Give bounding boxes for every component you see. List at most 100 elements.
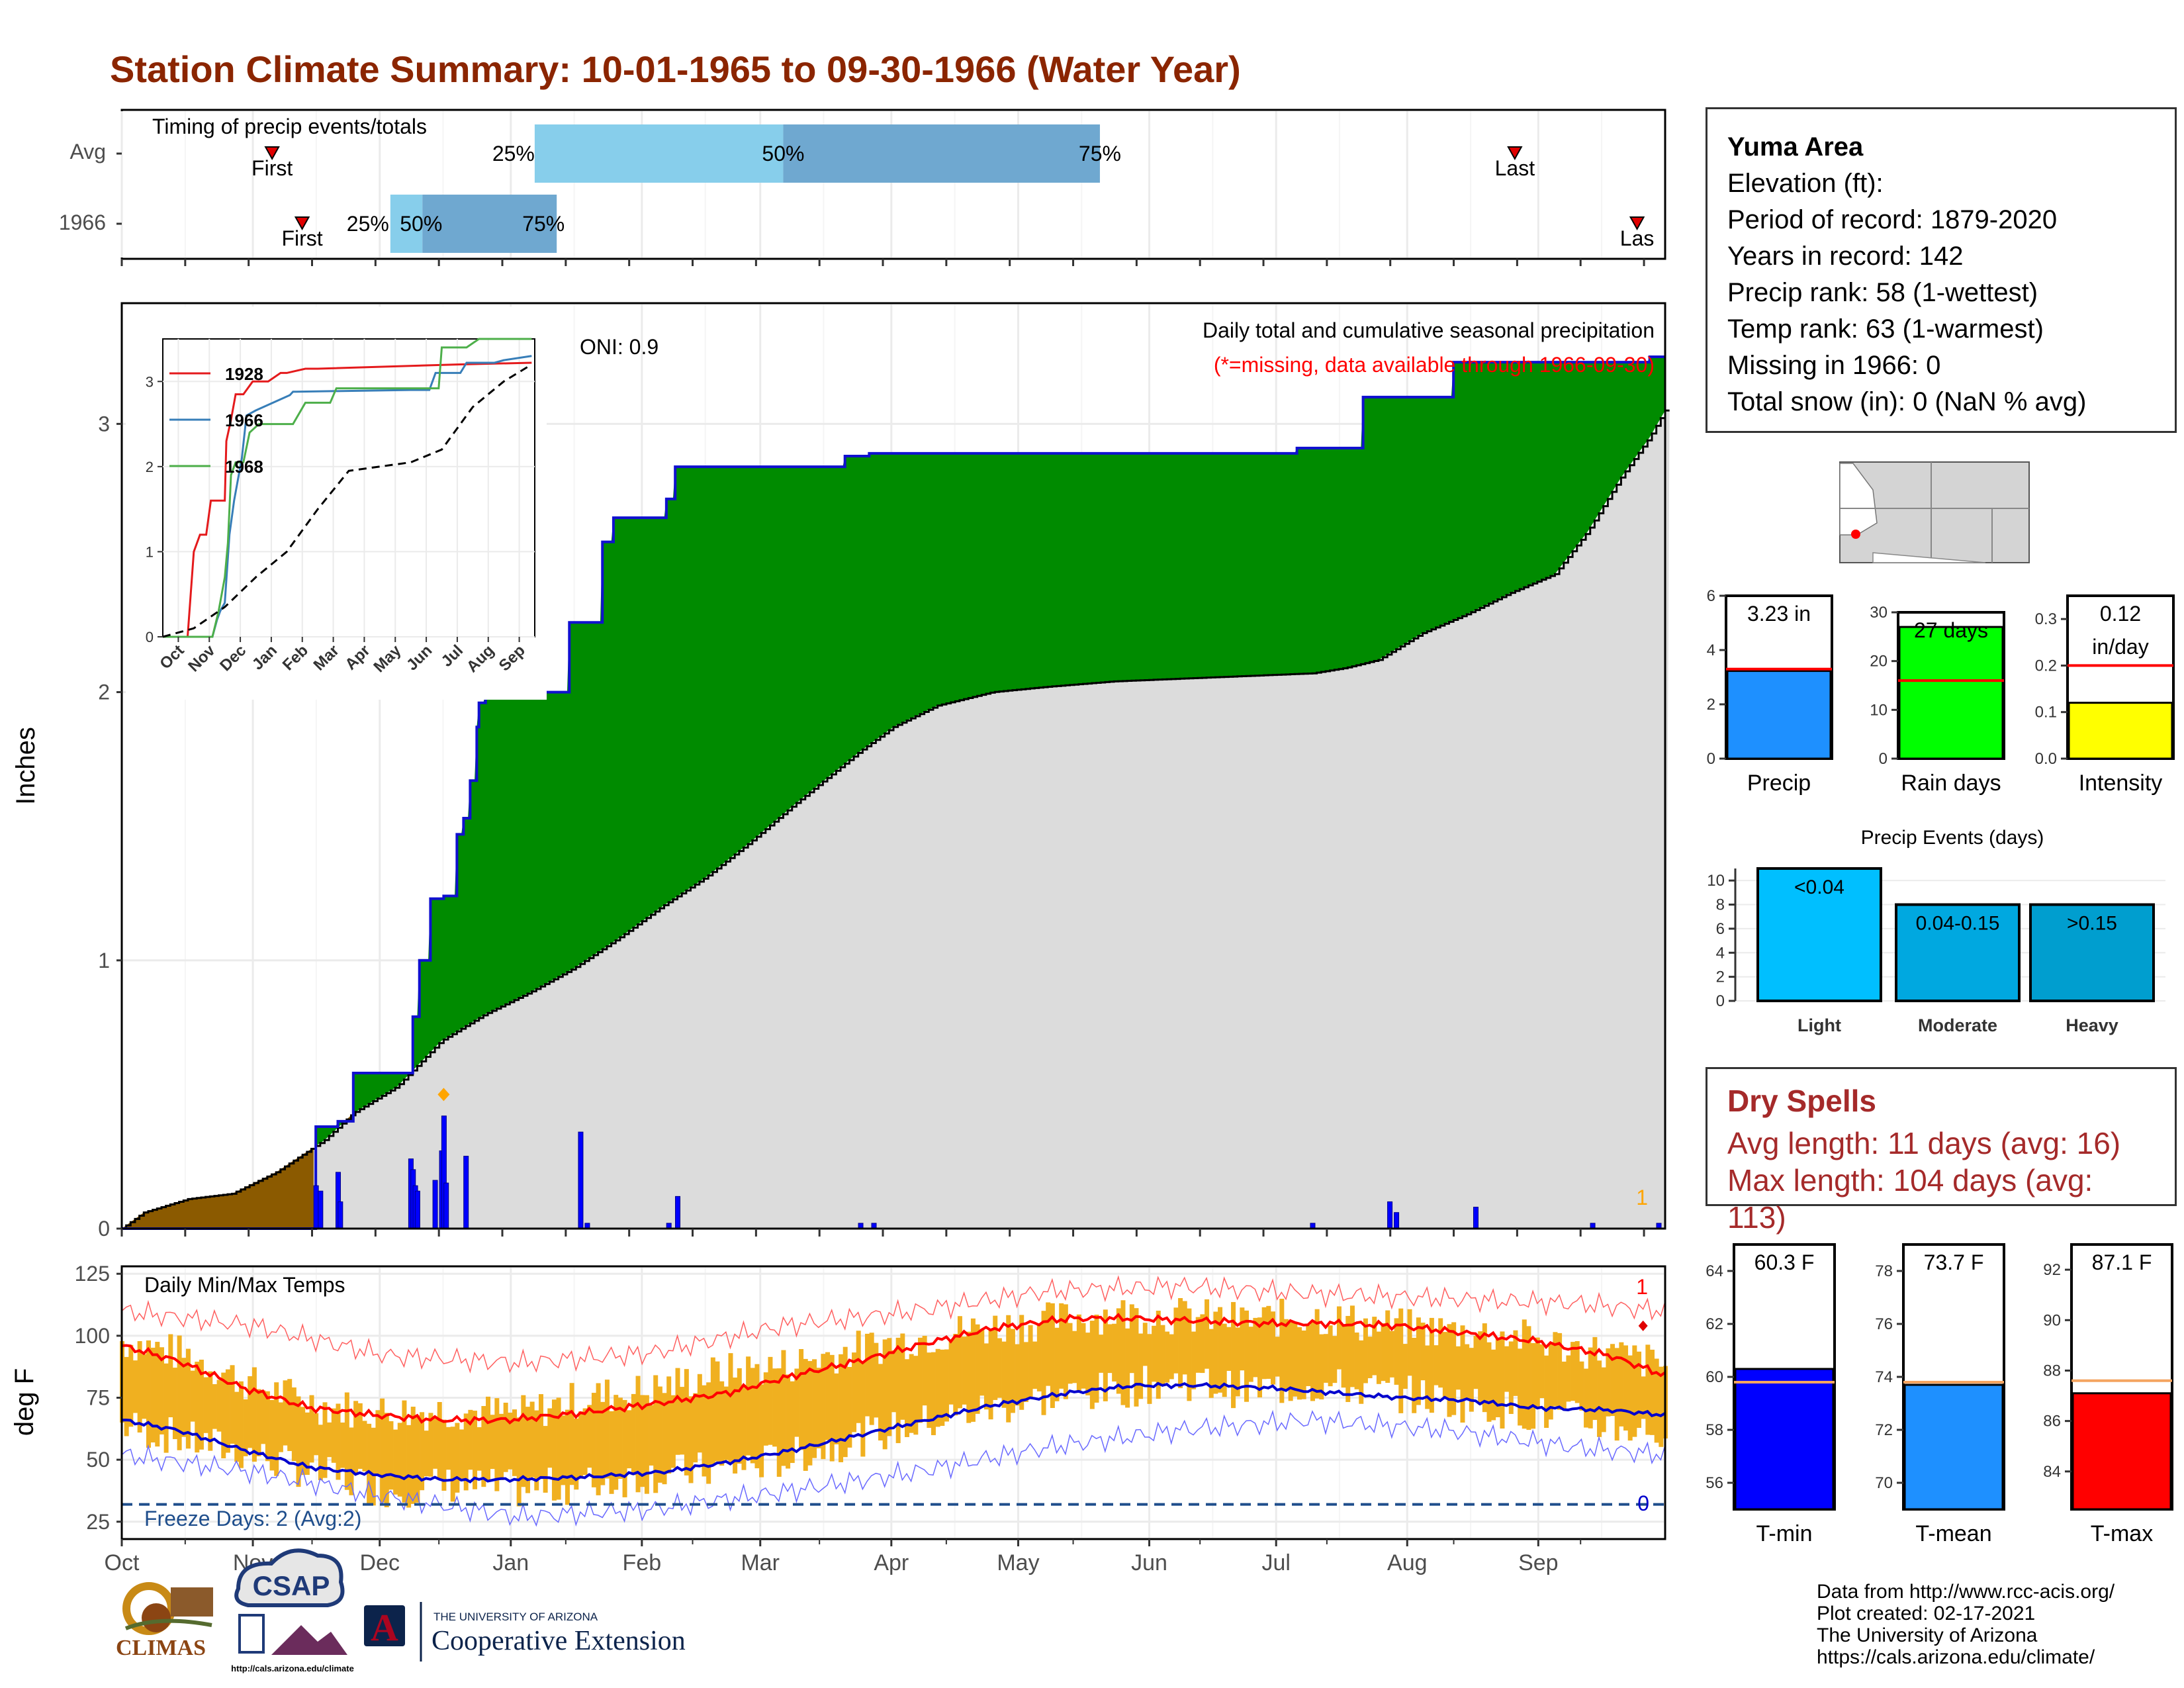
daily-temp-range-bar (821, 1354, 826, 1460)
daily-temp-range-bar (177, 1335, 182, 1450)
record-max-marker (1638, 1320, 1648, 1331)
csap-text: CSAP (253, 1570, 330, 1601)
daily-temp-range-bar (1310, 1322, 1315, 1401)
daily-temp-range-bar (614, 1395, 619, 1490)
daily-temp-range-bar (353, 1401, 359, 1475)
daily-temp-range-bar (644, 1395, 649, 1494)
credit-line: Data from http://www.rcc-acis.org/ (1817, 1581, 2115, 1603)
daily-temp-range-bar (600, 1401, 606, 1485)
temp-ytick-label: 125 (75, 1262, 110, 1286)
daily-temp-range-bar (569, 1383, 574, 1485)
timing-q50-q75-bar (422, 195, 557, 253)
daily-temp-range-bar (1579, 1361, 1584, 1411)
daily-temp-range-bar (463, 1413, 469, 1491)
inset-ytick-label: 0 (146, 629, 154, 645)
above-normal-area (412, 357, 1666, 1071)
events-title: Precip Events (days) (1861, 827, 2044, 849)
mini-ytick-label: 88 (2043, 1362, 2061, 1380)
daily-temp-range-bar (1398, 1308, 1404, 1413)
daily-temp-range-bar (1288, 1322, 1293, 1401)
mini-ytick-label: 86 (2043, 1413, 2061, 1430)
daily-temp-range-bar (388, 1421, 394, 1490)
csap-logo: CSAP http://cals.arizona.edu/climate (231, 1548, 354, 1673)
daily-temp-range-bar (494, 1398, 500, 1491)
timing-label: Timing of precip events/totals (152, 115, 427, 138)
daily-temp-range-bar (649, 1405, 654, 1466)
daily-temp-range-bar (1028, 1325, 1033, 1399)
daily-temp-range-bar (1465, 1344, 1470, 1399)
daily-temp-range-bar (1588, 1347, 1593, 1429)
map-border-area (1872, 552, 1986, 563)
inset-line-1966 (163, 355, 532, 638)
month-label: Oct (105, 1550, 140, 1575)
inset-ytick-label: 3 (146, 373, 154, 390)
daily-temp-range-bar (1504, 1346, 1510, 1392)
daily-temp-range-bar (1160, 1325, 1165, 1384)
station-elevation: Elevation (ft): (1727, 169, 1884, 198)
daily-temp-range-bar (1231, 1301, 1236, 1409)
credits: Data from http://www.rcc-acis.org/ Plot … (1817, 1581, 2115, 1668)
daily-temp-range-bar (1345, 1315, 1351, 1402)
daily-temp-range-bar (1425, 1345, 1430, 1409)
daily-temp-range-bar (1152, 1325, 1157, 1382)
daily-temp-range-bar (185, 1348, 191, 1449)
daily-temp-range-bar (900, 1333, 905, 1420)
daily-temp-range-bar (887, 1338, 892, 1436)
daily-temp-range-bar (287, 1379, 293, 1452)
mini-ytick-label: 2 (1707, 696, 1715, 714)
daily-temp-range-bar (1478, 1331, 1483, 1405)
daily-temp-range-bar (212, 1384, 217, 1429)
inset-line-avg (162, 363, 533, 638)
daily-temp-range-bar (852, 1352, 857, 1432)
daily-temp-range-bar (181, 1358, 187, 1437)
daily-temp-range-bar (895, 1337, 901, 1444)
first-event-label: First (281, 226, 322, 250)
daily-temp-range-bar (1650, 1349, 1655, 1435)
month-label: Jan (492, 1550, 529, 1575)
daily-temp-range-bar (1544, 1355, 1549, 1429)
daily-temp-range-bar (1455, 1346, 1461, 1390)
daily-temp-range-bar (1641, 1376, 1646, 1419)
daily-temp-range-bar (1301, 1330, 1306, 1399)
daily-temp-range-bar (1659, 1366, 1664, 1447)
daily-temp-range-bar (1570, 1342, 1576, 1401)
daily-temp-range-bar (1522, 1319, 1527, 1429)
daily-temp-range-bar (278, 1402, 283, 1452)
daily-temp-range-bar (723, 1386, 729, 1460)
month-label: Mar (741, 1550, 780, 1575)
daily-temp-range-bar (190, 1370, 195, 1422)
daily-temp-range-bar (499, 1413, 504, 1480)
last-event-label: Last (1495, 156, 1535, 180)
daily-temp-range-bar (508, 1413, 513, 1470)
month-label: Feb (623, 1550, 662, 1575)
daily-temp-range-bar (1526, 1326, 1531, 1430)
daily-precip-bar (313, 1185, 319, 1229)
daily-temp-range-bar (1442, 1332, 1447, 1399)
daily-temp-range-bar (741, 1385, 747, 1470)
daily-temp-range-bar (481, 1406, 486, 1487)
daily-temp-range-bar (1451, 1322, 1457, 1415)
mini-value-label: 60.3 F (1754, 1250, 1815, 1274)
daily-temp-range-bar (406, 1425, 412, 1508)
daily-temp-range-bar (172, 1368, 177, 1440)
daily-temp-range-bar (869, 1333, 874, 1425)
daily-temp-range-bar (1557, 1333, 1563, 1410)
daily-temp-range-bar (159, 1347, 164, 1434)
daily-temp-range-bar (776, 1368, 782, 1477)
daily-temp-range-bar (1606, 1348, 1611, 1417)
daily-temp-range-bar (521, 1395, 526, 1487)
dry-max-length: Max length: 104 days (avg: 113) (1727, 1163, 2093, 1235)
daily-temp-range-bar (953, 1334, 958, 1416)
inset-line-1928 (163, 361, 532, 638)
daily-temp-range-bar (1235, 1327, 1240, 1397)
daily-temp-range-bar (803, 1358, 808, 1471)
daily-temp-range-bar (1244, 1310, 1250, 1402)
daily-temp-range-bar (490, 1415, 495, 1470)
daily-temp-range-bar (1019, 1315, 1024, 1410)
events-category-label: Heavy (2066, 1015, 2118, 1035)
last-event-marker (1507, 146, 1523, 161)
daily-temp-range-bar (291, 1387, 296, 1462)
events-bar-label: 0.04-0.15 (1916, 913, 2000, 935)
daily-temp-range-bar (168, 1334, 173, 1418)
